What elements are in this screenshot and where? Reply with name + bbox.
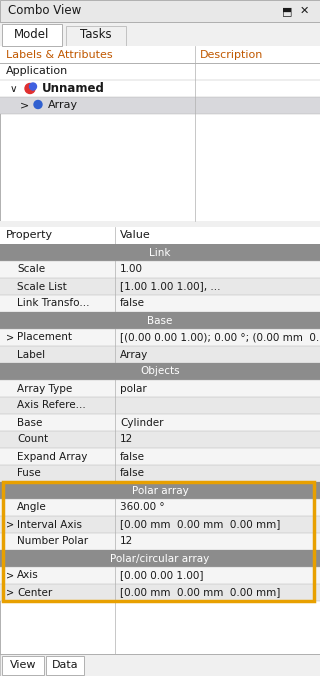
Text: polar: polar [120, 383, 147, 393]
Text: 1.00: 1.00 [120, 264, 143, 274]
Text: Value: Value [120, 231, 151, 241]
Bar [2, 656, 44, 675]
Text: Unnamed: Unnamed [42, 82, 105, 95]
Bar [0, 346, 320, 363]
Text: >: > [6, 571, 14, 581]
Circle shape [25, 84, 35, 93]
Text: Base: Base [147, 316, 173, 326]
Bar [0, 63, 320, 80]
Bar [0, 499, 320, 516]
Text: false: false [120, 468, 145, 479]
Text: [0.00 mm  0.00 mm  0.00 mm]: [0.00 mm 0.00 mm 0.00 mm] [120, 587, 280, 598]
Bar [0, 80, 320, 97]
Bar [0, 567, 320, 584]
Text: Axis: Axis [17, 571, 39, 581]
Text: Property: Property [6, 231, 53, 241]
Text: Scale List: Scale List [17, 281, 67, 291]
Text: Array: Array [120, 349, 148, 360]
Text: Label: Label [17, 349, 45, 360]
Text: Model: Model [14, 28, 50, 41]
Text: Scale: Scale [17, 264, 45, 274]
Bar [0, 261, 320, 278]
Bar [0, 465, 320, 482]
Text: Array Type: Array Type [17, 383, 72, 393]
Bar [2, 24, 62, 46]
Bar [46, 656, 84, 675]
Bar [0, 295, 320, 312]
Text: Array: Array [48, 101, 78, 110]
Bar [0, 97, 320, 114]
Bar [0, 516, 320, 533]
Text: Count: Count [17, 435, 48, 445]
Text: Polar/circular array: Polar/circular array [110, 554, 210, 564]
Bar [0, 584, 320, 601]
Text: false: false [120, 452, 145, 462]
Text: [0.00 mm  0.00 mm  0.00 mm]: [0.00 mm 0.00 mm 0.00 mm] [120, 519, 280, 529]
Text: 12: 12 [120, 537, 133, 546]
Text: View: View [10, 660, 36, 670]
Bar [0, 414, 320, 431]
Text: Description: Description [200, 49, 263, 59]
Bar [0, 227, 320, 654]
Text: Link: Link [149, 247, 171, 258]
Text: Angle: Angle [17, 502, 47, 512]
Text: Cylinder: Cylinder [120, 418, 164, 427]
Bar [0, 363, 320, 380]
Bar [0, 312, 320, 329]
Bar [0, 0, 320, 22]
Text: Center: Center [17, 587, 52, 598]
Text: Tasks: Tasks [80, 28, 112, 41]
Text: Link Transfo...: Link Transfo... [17, 299, 90, 308]
Text: Labels & Attributes: Labels & Attributes [6, 49, 113, 59]
Bar [66, 26, 126, 46]
Bar [0, 482, 320, 499]
Text: ✕: ✕ [299, 6, 309, 16]
Bar [0, 431, 320, 448]
Text: Objects: Objects [140, 366, 180, 377]
Text: Data: Data [52, 660, 78, 670]
Text: 360.00 °: 360.00 ° [120, 502, 164, 512]
Text: Fuse: Fuse [17, 468, 41, 479]
Text: >: > [6, 519, 14, 529]
Bar [0, 22, 320, 46]
Bar [0, 46, 320, 221]
Bar [0, 221, 320, 227]
Text: Number Polar: Number Polar [17, 537, 88, 546]
Bar [0, 278, 320, 295]
Bar [0, 448, 320, 465]
Bar [0, 46, 320, 63]
Bar [3, 482, 314, 601]
Bar [0, 550, 320, 567]
Text: 12: 12 [120, 435, 133, 445]
Text: Base: Base [17, 418, 42, 427]
Text: >: > [6, 333, 14, 343]
Text: Polar array: Polar array [132, 485, 188, 496]
Text: Application: Application [6, 66, 68, 76]
Text: [1.00 1.00 1.00], ...: [1.00 1.00 1.00], ... [120, 281, 220, 291]
Text: Combo View: Combo View [8, 5, 81, 18]
Bar [0, 97, 190, 114]
Bar [0, 533, 320, 550]
Text: [(0.00 0.00 1.00); 0.00 °; (0.00 mm  0....: [(0.00 0.00 1.00); 0.00 °; (0.00 mm 0...… [120, 333, 320, 343]
Text: Placement: Placement [17, 333, 72, 343]
Text: Expand Array: Expand Array [17, 452, 87, 462]
Text: Axis Refere...: Axis Refere... [17, 400, 86, 410]
Text: >: > [6, 587, 14, 598]
Text: >: > [20, 101, 29, 110]
Text: ⬒: ⬒ [282, 6, 292, 16]
Text: Interval Axis: Interval Axis [17, 519, 82, 529]
Bar [0, 397, 320, 414]
Bar [0, 329, 320, 346]
Text: false: false [120, 299, 145, 308]
Circle shape [34, 101, 42, 109]
Bar [0, 380, 320, 397]
Bar [0, 654, 320, 676]
Circle shape [29, 83, 36, 90]
Text: [0.00 0.00 1.00]: [0.00 0.00 1.00] [120, 571, 204, 581]
Bar [0, 227, 320, 244]
Text: ∨: ∨ [10, 84, 18, 93]
Bar [0, 244, 320, 261]
